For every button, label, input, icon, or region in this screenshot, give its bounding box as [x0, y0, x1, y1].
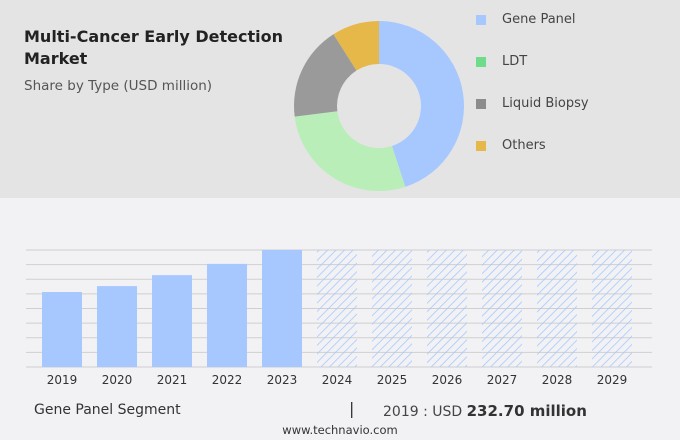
bar-forecast-2028 [537, 250, 577, 367]
value-prefix: 2019 : USD [383, 404, 463, 420]
legend-swatch [476, 56, 486, 67]
legend-item-others: Others [476, 138, 546, 153]
segment-value: 2019 : USD 232.70 million [383, 402, 587, 420]
x-tick-2023: 2023 [267, 373, 298, 387]
donut-slice-liquid-biopsy [294, 34, 357, 117]
donut-slice-gene-panel [379, 21, 465, 187]
legend-swatch [476, 140, 486, 151]
bar-2021 [152, 275, 192, 367]
x-tick-2019: 2019 [47, 373, 78, 387]
legend-label: Others [502, 138, 546, 153]
legend-label: LDT [502, 54, 528, 69]
bar-forecast-2027 [482, 250, 522, 367]
x-tick-2022: 2022 [212, 373, 243, 387]
legend-item-liquid-biopsy: Liquid Biopsy [476, 96, 589, 111]
bar-forecast-2026 [427, 250, 467, 367]
legend-item-ldt: LDT [476, 54, 527, 69]
chart-title: Multi-Cancer Early Detection Market [24, 27, 284, 68]
donut-slice-others [333, 21, 379, 71]
bar-forecast-2024 [317, 250, 357, 367]
bar-forecast-2025 [372, 250, 412, 367]
bar-2022 [207, 263, 247, 367]
legend-swatch [476, 14, 486, 25]
x-tick-2026: 2026 [432, 373, 463, 387]
x-tick-2025: 2025 [377, 373, 408, 387]
x-tick-2020: 2020 [102, 373, 133, 387]
legend-label: Liquid Biopsy [502, 96, 589, 111]
x-tick-2024: 2024 [322, 373, 353, 387]
legend-swatch [476, 98, 486, 109]
x-tick-2029: 2029 [597, 373, 628, 387]
bar-2020 [97, 286, 137, 367]
chart-subtitle: Share by Type (USD million) [24, 78, 213, 94]
value-amount: 232.70 million [466, 402, 587, 420]
bar-forecast-2029 [592, 250, 632, 367]
bar-2023 [262, 250, 302, 367]
separator: | [349, 399, 355, 418]
donut-slice-ldt [294, 111, 406, 192]
website-label: www.technavio.com [282, 423, 398, 437]
legend-label: Gene Panel [502, 12, 576, 27]
bar-2019 [42, 291, 82, 367]
legend-item-gene-panel: Gene Panel [476, 12, 576, 27]
x-tick-2027: 2027 [487, 373, 518, 387]
x-tick-2021: 2021 [157, 373, 188, 387]
segment-label: Gene Panel Segment [34, 402, 181, 418]
x-tick-2028: 2028 [542, 373, 573, 387]
